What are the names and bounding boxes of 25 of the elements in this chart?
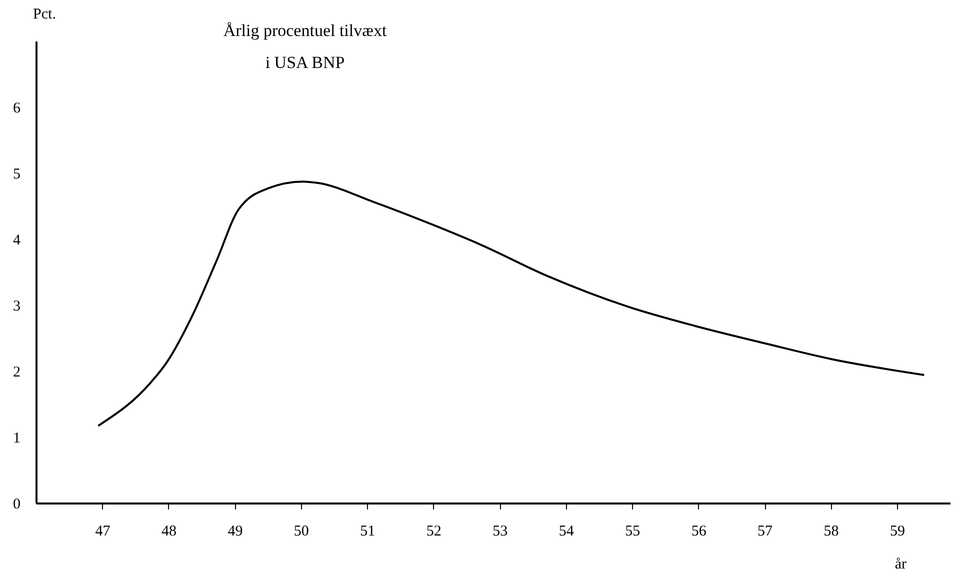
x-tick-label: 50 — [294, 524, 309, 540]
x-tick-label: 56 — [691, 524, 707, 540]
y-tick-label: 4 — [13, 232, 21, 248]
x-tick-label: 57 — [758, 524, 774, 540]
x-tick-label: 49 — [228, 524, 243, 540]
y-tick-label: 0 — [13, 496, 20, 512]
text: Årlig procentuel tilvæxt — [223, 21, 387, 40]
y-tick-label: 6 — [13, 100, 21, 116]
x-axis-title: år — [894, 556, 906, 572]
x-tick-label: 53 — [492, 524, 508, 540]
y-tick-label: 1 — [13, 430, 20, 446]
x-tick-label: 54 — [558, 524, 574, 540]
x-tick-label: 51 — [360, 524, 376, 540]
line-series — [97, 180, 926, 427]
y-tick-label: 5 — [13, 166, 20, 182]
x-tick-label: 59 — [890, 524, 906, 540]
x-tick-label: 47 — [95, 524, 111, 540]
x-tick-label: 58 — [824, 524, 839, 540]
y-axis-title: Pct. — [33, 6, 56, 22]
x-tick-label: 52 — [426, 524, 442, 540]
text: i USA BNP — [265, 53, 345, 72]
x-tick-label: 55 — [625, 524, 640, 540]
y-tick-label: 2 — [13, 364, 20, 380]
y-tick-label: 3 — [13, 298, 20, 314]
x-tick-label: 48 — [161, 524, 176, 540]
